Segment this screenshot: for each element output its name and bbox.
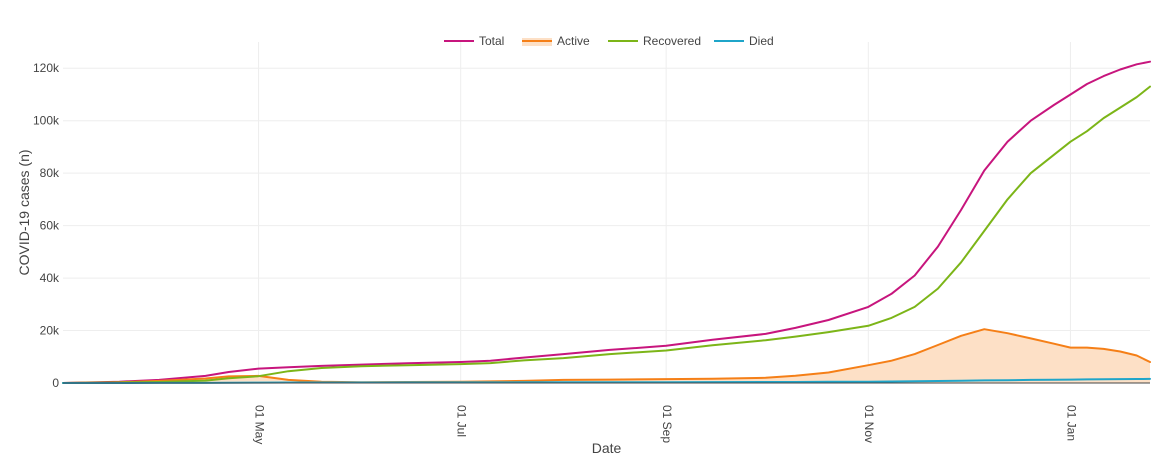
y-tick-label: 60k [40,219,60,233]
y-tick-label: 20k [40,324,60,338]
x-tick-label: 01 Sep [660,405,674,443]
legend[interactable]: Total Active Recovered Died [444,34,774,48]
y-axis-ticks: 0 20k 40k 60k 80k 100k 120k [33,61,60,390]
legend-item-recovered[interactable]: Recovered [608,34,701,48]
legend-item-total[interactable]: Total [444,34,504,48]
series-lines [62,60,1151,384]
legend-label: Recovered [643,34,701,48]
y-tick-label: 100k [33,114,60,128]
x-axis-ticks: 01 May 01 Jul 01 Sep 01 Nov 01 Jan [252,405,1078,444]
y-tick-label: 80k [40,166,60,180]
grid [63,42,1150,383]
area-fills [63,329,1150,383]
legend-label: Died [749,34,774,48]
x-tick-label: 01 Jul [455,405,469,437]
legend-item-active[interactable]: Active [522,34,590,48]
legend-label: Total [479,34,504,48]
x-axis-title: Date [592,440,622,456]
y-tick-label: 0 [52,376,59,390]
legend-item-died[interactable]: Died [714,34,774,48]
x-tick-label: 01 Nov [862,405,876,443]
y-tick-label: 40k [40,271,60,285]
y-tick-label: 120k [33,61,60,75]
y-axis-title: COVID-19 cases (n) [16,149,32,275]
area-active [63,329,1150,383]
line-total[interactable] [62,60,1151,384]
legend-label: Active [557,34,590,48]
x-tick-label: 01 Jan [1064,405,1078,441]
line-recovered[interactable] [62,85,1151,384]
x-tick-label: 01 May [252,405,266,444]
line-active[interactable] [62,328,1151,384]
